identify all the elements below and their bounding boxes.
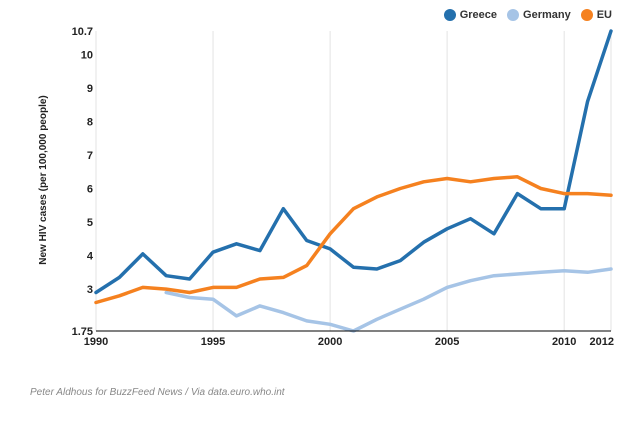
- legend-label: Greece: [459, 9, 498, 21]
- x-tick-label: 1995: [201, 336, 225, 348]
- legend-item-eu: EU: [580, 9, 612, 21]
- y-tick-label: 4: [87, 251, 94, 263]
- y-tick-label: 5: [87, 217, 93, 229]
- x-tick-label: 2005: [435, 336, 459, 348]
- x-tick-labels: 1990 1995 2000 2005 2010 2012: [84, 336, 614, 348]
- x-tick-label: 2012: [590, 336, 614, 348]
- x-tick-label: 1990: [84, 336, 108, 348]
- legend-item-greece: Greece: [443, 9, 498, 21]
- y-tick-label: 7: [87, 150, 93, 162]
- line-chart: 1.75 3 4 5 6 7 8 9 10 10.7 1990 1995 2000 2005 2010 20…: [38, 26, 614, 348]
- gridlines: [95, 31, 612, 331]
- chart-legend: Greece Germany EU: [443, 9, 612, 21]
- legend-label: Germany: [523, 9, 571, 21]
- legend-label: EU: [596, 9, 612, 21]
- y-tick-label: 9: [87, 83, 93, 95]
- series-line-eu: [94, 175, 613, 305]
- x-tick-label: 2000: [318, 336, 342, 348]
- legend-swatch: [443, 9, 456, 21]
- y-tick-label: 1.75: [72, 326, 93, 338]
- y-tick-label: 8: [87, 117, 93, 129]
- series-line-greece: [94, 29, 613, 295]
- series-lines: [94, 29, 613, 333]
- y-axis-label: New HIV cases (per 100,000 people): [38, 95, 49, 265]
- series-line-germany: [164, 267, 613, 333]
- y-tick-label: 3: [87, 284, 93, 296]
- y-tick-label: 6: [87, 184, 93, 196]
- x-tick-label: 2010: [552, 336, 576, 348]
- legend-swatch: [507, 9, 520, 21]
- source-credit: Peter Aldhous for BuzzFeed News / Via da…: [30, 387, 285, 398]
- y-tick-label: 10.7: [72, 26, 93, 38]
- y-tick-label: 10: [81, 49, 93, 61]
- legend-item-germany: Germany: [507, 9, 571, 21]
- y-tick-labels: 1.75 3 4 5 6 7 8 9 10 10.7: [72, 26, 94, 338]
- legend-swatch: [580, 9, 593, 21]
